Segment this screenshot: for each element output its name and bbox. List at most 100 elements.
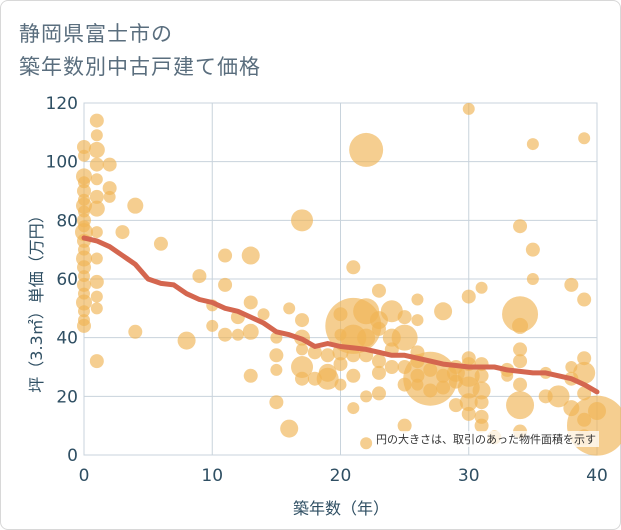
y-tick-label: 0 bbox=[67, 446, 78, 466]
data-bubble bbox=[475, 281, 488, 294]
data-bubble bbox=[349, 132, 384, 167]
data-bubble bbox=[90, 226, 103, 239]
bubbles bbox=[75, 102, 621, 456]
data-bubble bbox=[513, 377, 528, 392]
data-bubble bbox=[103, 190, 116, 203]
data-bubble bbox=[77, 184, 91, 198]
x-tick-label: 20 bbox=[330, 466, 352, 486]
data-bubble bbox=[320, 348, 335, 363]
data-bubble bbox=[434, 302, 453, 321]
data-bubble bbox=[411, 314, 424, 327]
data-bubble bbox=[360, 390, 373, 403]
data-bubble bbox=[102, 181, 117, 196]
data-bubble bbox=[218, 327, 233, 342]
data-bubble bbox=[192, 269, 207, 284]
data-bubble bbox=[397, 418, 412, 433]
data-bubble bbox=[89, 189, 104, 204]
data-bubble bbox=[291, 356, 314, 378]
data-bubble bbox=[397, 310, 412, 325]
data-bubble bbox=[346, 368, 361, 383]
data-bubble bbox=[89, 354, 104, 369]
trend-line bbox=[81, 235, 600, 395]
data-bubble bbox=[436, 368, 451, 383]
grid bbox=[83, 102, 598, 456]
data-bubble bbox=[564, 277, 579, 292]
data-bubble bbox=[177, 331, 196, 350]
x-tick-label: 10 bbox=[201, 466, 223, 486]
data-bubble bbox=[346, 348, 361, 363]
data-bubble bbox=[380, 300, 403, 323]
data-bubble bbox=[206, 319, 219, 332]
data-bubble bbox=[357, 328, 376, 347]
data-bubble bbox=[501, 369, 514, 382]
data-bubble bbox=[231, 328, 244, 341]
data-bubble bbox=[295, 313, 310, 328]
data-bubble bbox=[115, 225, 130, 240]
data-bubble bbox=[88, 200, 105, 217]
title-line-2: 築年数別中古戸建て価格 bbox=[19, 55, 261, 79]
data-bubble bbox=[90, 290, 103, 303]
data-bubble bbox=[347, 402, 360, 415]
data-bubble bbox=[242, 323, 259, 340]
data-bubble bbox=[502, 296, 539, 333]
y-tick-label: 80 bbox=[56, 211, 78, 231]
data-bubble bbox=[371, 386, 386, 401]
data-bubble bbox=[270, 363, 283, 376]
data-bubble bbox=[371, 354, 386, 369]
data-bubble bbox=[90, 252, 103, 265]
data-bubble bbox=[77, 318, 91, 333]
data-bubble bbox=[461, 406, 476, 421]
data-bubble bbox=[577, 386, 592, 401]
data-bubble bbox=[526, 138, 539, 151]
data-bubble bbox=[89, 113, 104, 128]
data-bubble bbox=[577, 351, 592, 366]
data-bubble bbox=[474, 368, 489, 383]
data-bubble bbox=[513, 219, 528, 234]
y-tick-label: 120 bbox=[46, 94, 78, 114]
y-tick-label: 100 bbox=[46, 153, 78, 173]
data-bubble bbox=[525, 242, 540, 257]
y-tick-label: 40 bbox=[56, 329, 78, 349]
data-bubble bbox=[280, 419, 299, 438]
data-bubble bbox=[316, 367, 339, 390]
data-bubble bbox=[340, 324, 367, 351]
data-bubble bbox=[577, 292, 592, 307]
data-bubble bbox=[89, 157, 104, 172]
data-bubble bbox=[462, 102, 475, 115]
data-bubble bbox=[360, 437, 373, 450]
data-bubble bbox=[128, 324, 143, 339]
data-bubble bbox=[472, 381, 491, 400]
data-bubble bbox=[547, 385, 570, 408]
data-bubble bbox=[291, 209, 314, 232]
data-bubble bbox=[218, 248, 233, 263]
y-tick-label: 20 bbox=[56, 387, 78, 407]
data-bubble bbox=[77, 260, 91, 275]
data-bubble bbox=[346, 260, 361, 275]
data-bubble bbox=[90, 302, 103, 315]
chart-title: 静岡県富士市の 築年数別中古戸建て価格 bbox=[19, 18, 261, 84]
note-background bbox=[373, 431, 599, 447]
data-bubble bbox=[76, 294, 92, 311]
data-bubble bbox=[474, 395, 489, 410]
size-note: 円の大きさは、取引のあった物件面積を示す bbox=[376, 432, 596, 446]
data-bubble bbox=[78, 305, 90, 318]
data-bubble bbox=[411, 293, 424, 306]
data-bubble bbox=[371, 321, 386, 336]
x-tick-label: 30 bbox=[458, 466, 480, 486]
data-bubble bbox=[526, 273, 539, 285]
data-bubble bbox=[269, 348, 284, 363]
data-bubble bbox=[513, 354, 528, 369]
data-bubble bbox=[77, 277, 91, 292]
data-bubble bbox=[89, 274, 104, 289]
data-bubble bbox=[295, 371, 310, 386]
data-bubble bbox=[90, 129, 103, 142]
trend-path bbox=[81, 235, 600, 395]
data-bubble bbox=[283, 302, 296, 315]
data-bubble bbox=[436, 380, 451, 395]
data-bubble bbox=[461, 289, 476, 304]
data-bubble bbox=[102, 157, 117, 172]
data-bubble bbox=[88, 141, 105, 158]
data-bubble bbox=[296, 343, 309, 356]
data-bubble bbox=[333, 357, 348, 372]
